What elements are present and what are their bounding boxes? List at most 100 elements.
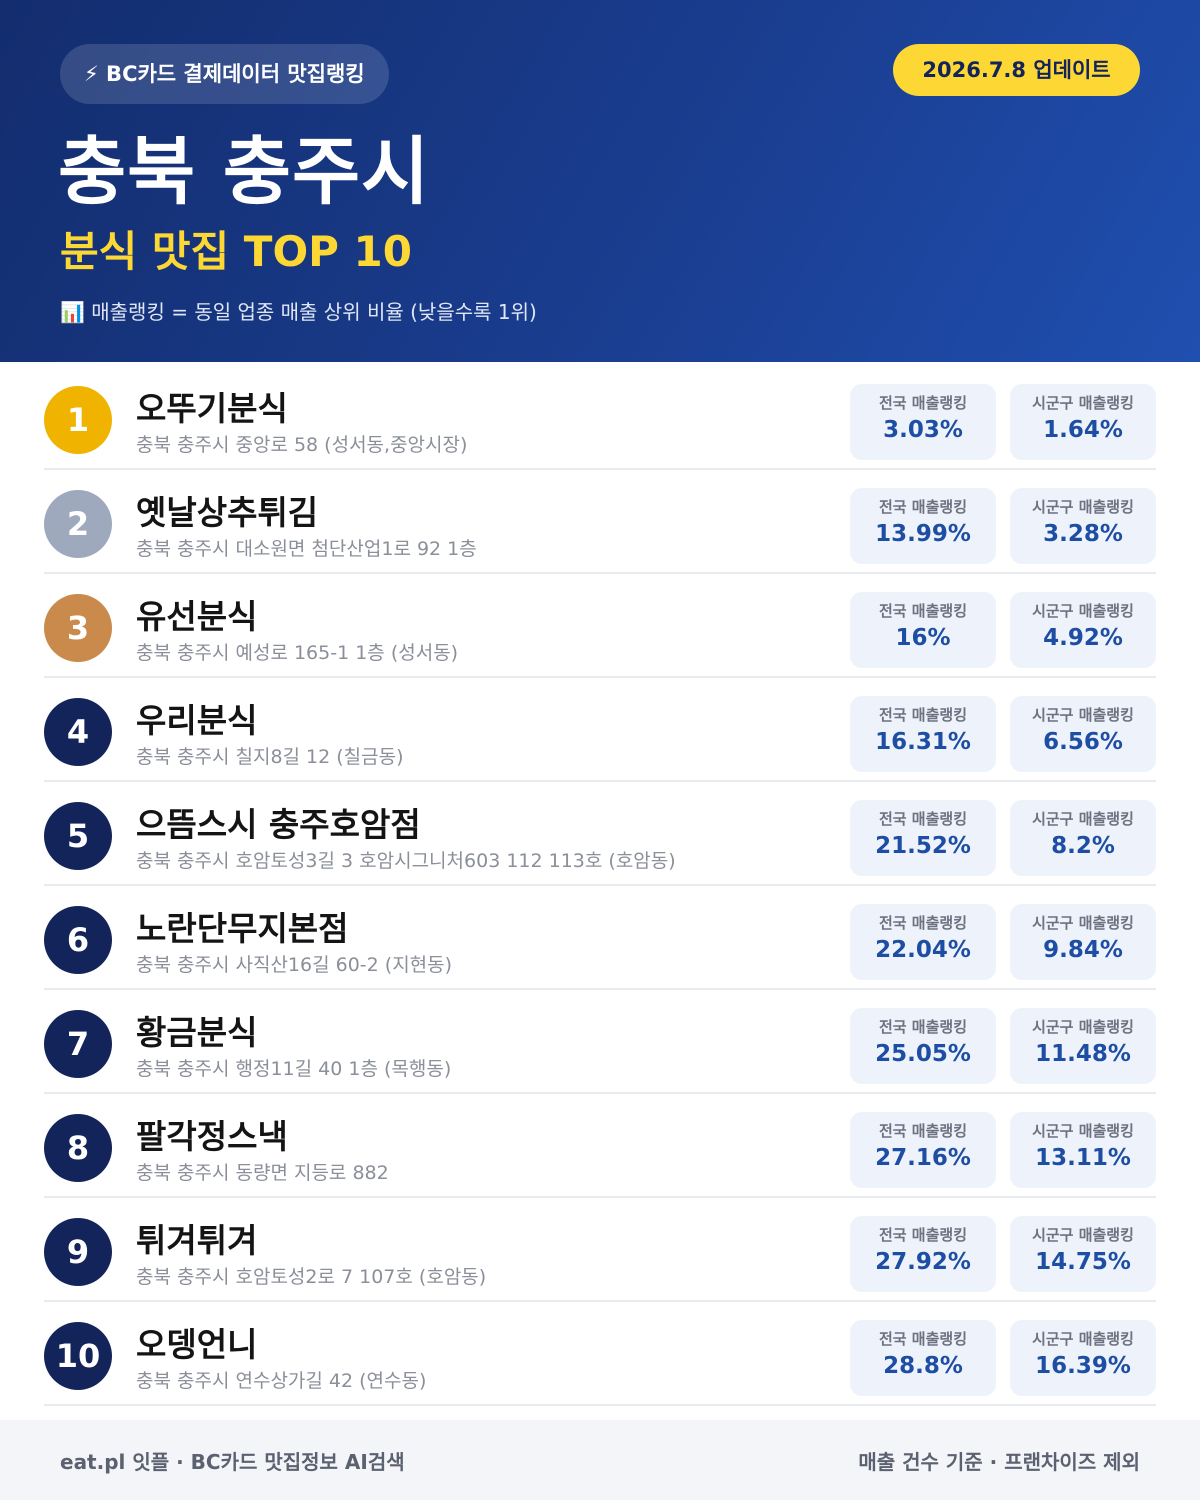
local-rank-label: 시군구 매출랭킹 — [1032, 602, 1134, 620]
local-rank-box: 시군구 매출랭킹 14.75% — [1010, 1216, 1156, 1292]
restaurant-name: 팔각정스낵 — [136, 1117, 288, 1156]
local-rank-box: 시군구 매출랭킹 6.56% — [1010, 696, 1156, 772]
rank-badge: 9 — [44, 1218, 112, 1286]
restaurant-address: 충북 충주시 동량면 지등로 882 — [136, 1162, 389, 1184]
national-rank-label: 전국 매출랭킹 — [878, 394, 968, 412]
local-rank-label: 시군구 매출랭킹 — [1032, 498, 1134, 516]
local-rank-label: 시군구 매출랭킹 — [1032, 706, 1134, 724]
restaurant-name: 튀겨튀겨 — [136, 1221, 258, 1260]
local-rank-value: 4.92% — [1043, 625, 1123, 651]
update-date: 2026.7.8 업데이트 — [893, 44, 1140, 96]
local-rank-box: 시군구 매출랭킹 1.64% — [1010, 384, 1156, 460]
local-rank-label: 시군구 매출랭킹 — [1032, 394, 1134, 412]
national-rank-box: 전국 매출랭킹 3.03% — [850, 384, 996, 460]
national-rank-box: 전국 매출랭킹 16% — [850, 592, 996, 668]
national-rank-box: 전국 매출랭킹 22.04% — [850, 904, 996, 980]
restaurant-address: 충북 충주시 연수상가길 42 (연수동) — [136, 1370, 427, 1392]
rank-badge: 8 — [44, 1114, 112, 1182]
restaurant-address: 충북 충주시 칠지8길 12 (칠금동) — [136, 746, 404, 768]
local-rank-box: 시군구 매출랭킹 8.2% — [1010, 800, 1156, 876]
national-rank-value: 28.8% — [883, 1353, 963, 1379]
restaurant-address: 충북 충주시 호암토성3길 3 호암시그니처603 112 113호 (호암동) — [136, 850, 676, 872]
rank-badge: 4 — [44, 698, 112, 766]
local-rank-label: 시군구 매출랭킹 — [1032, 1226, 1134, 1244]
restaurant-name: 황금분식 — [136, 1013, 258, 1052]
national-rank-label: 전국 매출랭킹 — [878, 1018, 968, 1036]
ranking-row: 3 유선분식 충북 충주시 예성로 165-1 1층 (성서동) 전국 매출랭킹 16%… — [44, 574, 1156, 678]
restaurant-name: 으뜸스시 충주호암점 — [136, 805, 421, 844]
region-title: 충북 충주시 — [58, 129, 431, 215]
local-rank-box: 시군구 매출랭킹 11.48% — [1010, 1008, 1156, 1084]
restaurant-name: 우리분식 — [136, 701, 258, 740]
national-rank-value: 22.04% — [875, 937, 971, 963]
national-rank-label: 전국 매출랭킹 — [878, 1330, 968, 1348]
national-rank-label: 전국 매출랭킹 — [878, 1226, 968, 1244]
national-rank-label: 전국 매출랭킹 — [878, 498, 968, 516]
national-rank-value: 21.52% — [875, 833, 971, 859]
restaurant-address: 충북 충주시 호암토성2로 7 107호 (호암동) — [136, 1266, 487, 1288]
rank-badge: 7 — [44, 1010, 112, 1078]
restaurant-name: 노란단무지본점 — [136, 909, 349, 948]
ranking-note: 📊 매출랭킹 = 동일 업종 매출 상위 비율 (낮을수록 1위) — [60, 300, 537, 324]
footer-source: eat.pl 잇플 · BC카드 맛집정보 AI검색 — [60, 1450, 405, 1474]
local-rank-value: 11.48% — [1035, 1041, 1131, 1067]
local-rank-box: 시군구 매출랭킹 4.92% — [1010, 592, 1156, 668]
national-rank-box: 전국 매출랭킹 16.31% — [850, 696, 996, 772]
local-rank-value: 16.39% — [1035, 1353, 1131, 1379]
restaurant-address: 충북 충주시 예성로 165-1 1층 (성서동) — [136, 642, 459, 664]
local-rank-box: 시군구 매출랭킹 3.28% — [1010, 488, 1156, 564]
national-rank-box: 전국 매출랭킹 25.05% — [850, 1008, 996, 1084]
national-rank-value: 16% — [895, 625, 951, 651]
local-rank-value: 6.56% — [1043, 729, 1123, 755]
national-rank-value: 3.03% — [883, 417, 963, 443]
source-badge: ⚡ BC카드 결제데이터 맛집랭킹 — [60, 44, 389, 104]
rank-badge: 10 — [44, 1322, 112, 1390]
local-rank-label: 시군구 매출랭킹 — [1032, 1122, 1134, 1140]
national-rank-label: 전국 매출랭킹 — [878, 602, 968, 620]
local-rank-label: 시군구 매출랭킹 — [1032, 810, 1134, 828]
local-rank-value: 13.11% — [1035, 1145, 1131, 1171]
restaurant-name: 옛날상추튀김 — [136, 493, 319, 532]
local-rank-value: 3.28% — [1043, 521, 1123, 547]
national-rank-label: 전국 매출랭킹 — [878, 706, 968, 724]
local-rank-value: 8.2% — [1051, 833, 1115, 859]
national-rank-value: 13.99% — [875, 521, 971, 547]
national-rank-value: 16.31% — [875, 729, 971, 755]
restaurant-name: 오뚜기분식 — [136, 389, 288, 428]
national-rank-value: 25.05% — [875, 1041, 971, 1067]
national-rank-box: 전국 매출랭킹 21.52% — [850, 800, 996, 876]
ranking-row: 1 오뚜기분식 충북 충주시 중앙로 58 (성서동,중앙시장) 전국 매출랭킹 3.0… — [44, 366, 1156, 470]
national-rank-box: 전국 매출랭킹 13.99% — [850, 488, 996, 564]
national-rank-label: 전국 매출랭킹 — [878, 810, 968, 828]
national-rank-value: 27.16% — [875, 1145, 971, 1171]
local-rank-box: 시군구 매출랭킹 16.39% — [1010, 1320, 1156, 1396]
rank-badge: 5 — [44, 802, 112, 870]
restaurant-address: 충북 충주시 행정11길 40 1층 (목행동) — [136, 1058, 452, 1080]
local-rank-value: 1.64% — [1043, 417, 1123, 443]
restaurant-address: 충북 충주시 대소원면 첨단산업1로 92 1층 — [136, 538, 477, 560]
national-rank-box: 전국 매출랭킹 27.16% — [850, 1112, 996, 1188]
restaurant-address: 충북 충주시 사직산16길 60-2 (지현동) — [136, 954, 453, 976]
local-rank-value: 14.75% — [1035, 1249, 1131, 1275]
rank-badge: 3 — [44, 594, 112, 662]
national-rank-value: 27.92% — [875, 1249, 971, 1275]
rank-badge: 2 — [44, 490, 112, 558]
local-rank-value: 9.84% — [1043, 937, 1123, 963]
local-rank-label: 시군구 매출랭킹 — [1032, 914, 1134, 932]
national-rank-label: 전국 매출랭킹 — [878, 914, 968, 932]
restaurant-name: 오뎅언니 — [136, 1325, 258, 1364]
local-rank-label: 시군구 매출랭킹 — [1032, 1330, 1134, 1348]
rank-badge: 1 — [44, 386, 112, 454]
national-rank-box: 전국 매출랭킹 27.92% — [850, 1216, 996, 1292]
rank-badge: 6 — [44, 906, 112, 974]
